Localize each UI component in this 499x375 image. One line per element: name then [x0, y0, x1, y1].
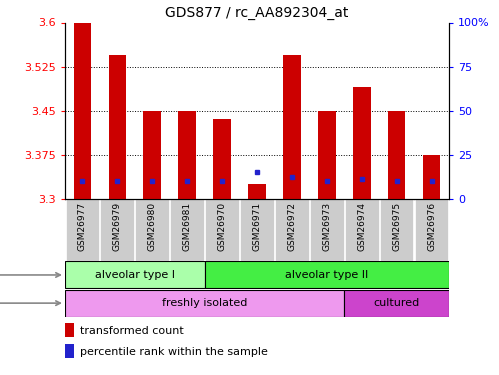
Text: GSM26979: GSM26979 [113, 202, 122, 251]
Bar [283, 55, 300, 198]
Text: GSM26976: GSM26976 [427, 202, 436, 251]
Text: GSM26977: GSM26977 [78, 202, 87, 251]
Text: GSM26972: GSM26972 [287, 202, 296, 250]
FancyBboxPatch shape [205, 198, 239, 261]
Text: GSM26974: GSM26974 [357, 202, 366, 250]
Text: GSM26973: GSM26973 [322, 202, 331, 251]
Text: alveolar type II: alveolar type II [285, 270, 368, 280]
FancyBboxPatch shape [415, 198, 449, 261]
Bar [144, 111, 161, 198]
Bar [65, 290, 344, 316]
FancyBboxPatch shape [380, 198, 414, 261]
Bar [248, 184, 265, 198]
Text: GSM26980: GSM26980 [148, 202, 157, 251]
Bar [388, 111, 405, 198]
Bar [205, 261, 449, 288]
Text: transformed count: transformed count [80, 326, 184, 336]
FancyBboxPatch shape [65, 198, 99, 261]
Text: percentile rank within the sample: percentile rank within the sample [80, 347, 268, 357]
Bar [214, 119, 231, 198]
Bar [65, 261, 205, 288]
Text: cell type: cell type [0, 270, 60, 280]
FancyBboxPatch shape [275, 198, 309, 261]
Text: alveolar type I: alveolar type I [95, 270, 175, 280]
Title: GDS877 / rc_AA892304_at: GDS877 / rc_AA892304_at [165, 6, 349, 20]
Bar [74, 22, 91, 198]
Bar [65, 344, 74, 358]
Text: protocol: protocol [0, 298, 60, 308]
Bar [65, 323, 74, 338]
Text: GSM26975: GSM26975 [392, 202, 401, 251]
FancyBboxPatch shape [345, 198, 379, 261]
Bar [423, 154, 440, 198]
Bar [318, 111, 335, 198]
Text: GSM26971: GSM26971 [252, 202, 261, 251]
Text: GSM26981: GSM26981 [183, 202, 192, 251]
Bar [353, 87, 370, 198]
Text: GSM26970: GSM26970 [218, 202, 227, 251]
Text: cultured: cultured [374, 298, 420, 308]
FancyBboxPatch shape [310, 198, 344, 261]
Bar [179, 111, 196, 198]
FancyBboxPatch shape [240, 198, 274, 261]
Text: freshly isolated: freshly isolated [162, 298, 248, 308]
FancyBboxPatch shape [170, 198, 204, 261]
FancyBboxPatch shape [135, 198, 169, 261]
FancyBboxPatch shape [100, 198, 134, 261]
Bar [108, 55, 126, 198]
Bar [344, 290, 449, 316]
